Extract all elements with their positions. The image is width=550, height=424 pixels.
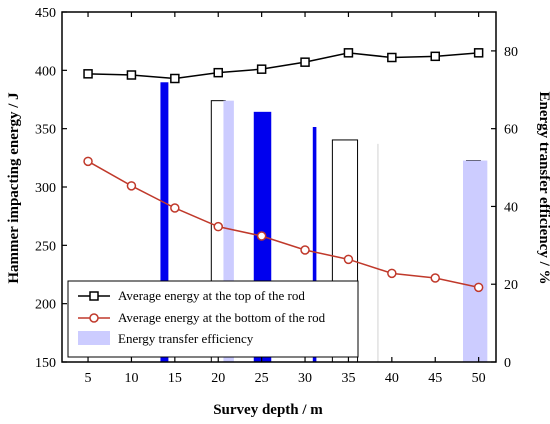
series-0-point-6 [343, 48, 354, 58]
x-tick-label-4: 25 [255, 371, 269, 386]
series-1-point-3 [213, 221, 223, 232]
energy-lines [83, 48, 484, 293]
yl-tick-label-6: 450 [35, 6, 56, 21]
legend-label-top: Average energy at the top of the rod [118, 288, 305, 303]
legend-entry-efficiency: Energy transfer efficiency [78, 331, 254, 346]
yr-tick-label-0: 0 [504, 356, 511, 371]
y-axis-left-title: Hammer impacting energy / J [6, 92, 22, 284]
yl-tick-label-3: 300 [35, 181, 56, 196]
series-1-point-0 [83, 156, 93, 167]
yl-tick-label-1: 200 [35, 298, 56, 313]
yl-tick-label-5: 400 [35, 64, 56, 79]
series-0-point-5 [300, 57, 310, 67]
efficiency-bar-8 [463, 160, 488, 362]
legend-swatch-bottom-marker [89, 313, 99, 323]
legend-label-efficiency: Energy transfer efficiency [118, 331, 254, 346]
x-axis-title: Survey depth / m [213, 402, 323, 418]
efficiency-bar-6 [377, 143, 379, 362]
x-tick-label-2: 15 [168, 371, 182, 386]
series-1-point-8 [430, 273, 440, 283]
x-tick-label-5: 30 [298, 371, 312, 386]
x-tick-label-3: 20 [211, 371, 225, 386]
series-0-point-0 [83, 69, 93, 79]
series-0-point-3 [213, 67, 223, 78]
x-tick-label-8: 45 [428, 371, 442, 386]
series-0-point-9 [473, 48, 484, 58]
legend-swatch-efficiency [78, 331, 110, 345]
efficiency-bar-2 [223, 100, 234, 363]
yl-tick-label-2: 250 [35, 239, 56, 254]
series-1-point-6 [343, 254, 354, 265]
x-tick-label-6: 35 [341, 371, 355, 386]
legend-swatch-top-marker [89, 291, 99, 301]
series-0-point-1 [126, 70, 137, 80]
legend-box [67, 280, 359, 358]
yr-tick-label-1: 20 [504, 278, 518, 293]
series-line-1 [87, 160, 479, 289]
axis-ticks: 5 10 15 20 25 30 35 40 45 50150200250300350400450… [35, 6, 518, 386]
series-0-point-2 [170, 73, 180, 84]
series-1-point-4 [256, 231, 267, 241]
series-0-point-7 [387, 52, 397, 63]
yr-tick-label-3: 60 [504, 123, 518, 138]
series-0-point-4 [256, 64, 267, 74]
yr-tick-label-4: 80 [504, 45, 518, 60]
x-tick-label-0: 5 [85, 371, 92, 386]
x-tick-label-1: 10 [124, 371, 138, 386]
yr-tick-label-2: 40 [504, 200, 518, 215]
series-1-point-2 [170, 203, 180, 213]
legend-label-bottom: Average energy at the bottom of the rod [118, 310, 326, 325]
series-line-0 [88, 52, 479, 80]
legend-entry-top: Average energy at the top of the rod [78, 288, 305, 303]
y-axis-right-title: Energy transfer efficiency / % [536, 91, 550, 284]
series-1-point-7 [387, 268, 397, 279]
legend: Average energy at the top of the rod Ave… [67, 280, 359, 358]
legend-entry-bottom: Average energy at the bottom of the rod [78, 310, 326, 325]
x-tick-label-7: 40 [385, 371, 399, 386]
yl-tick-label-4: 350 [35, 123, 56, 138]
x-tick-label-9: 50 [472, 371, 486, 386]
series-1-point-9 [473, 282, 484, 293]
series-0-point-8 [430, 51, 440, 62]
series-1-point-1 [126, 181, 137, 191]
yl-tick-label-0: 150 [35, 356, 56, 371]
series-1-point-5 [300, 245, 310, 255]
